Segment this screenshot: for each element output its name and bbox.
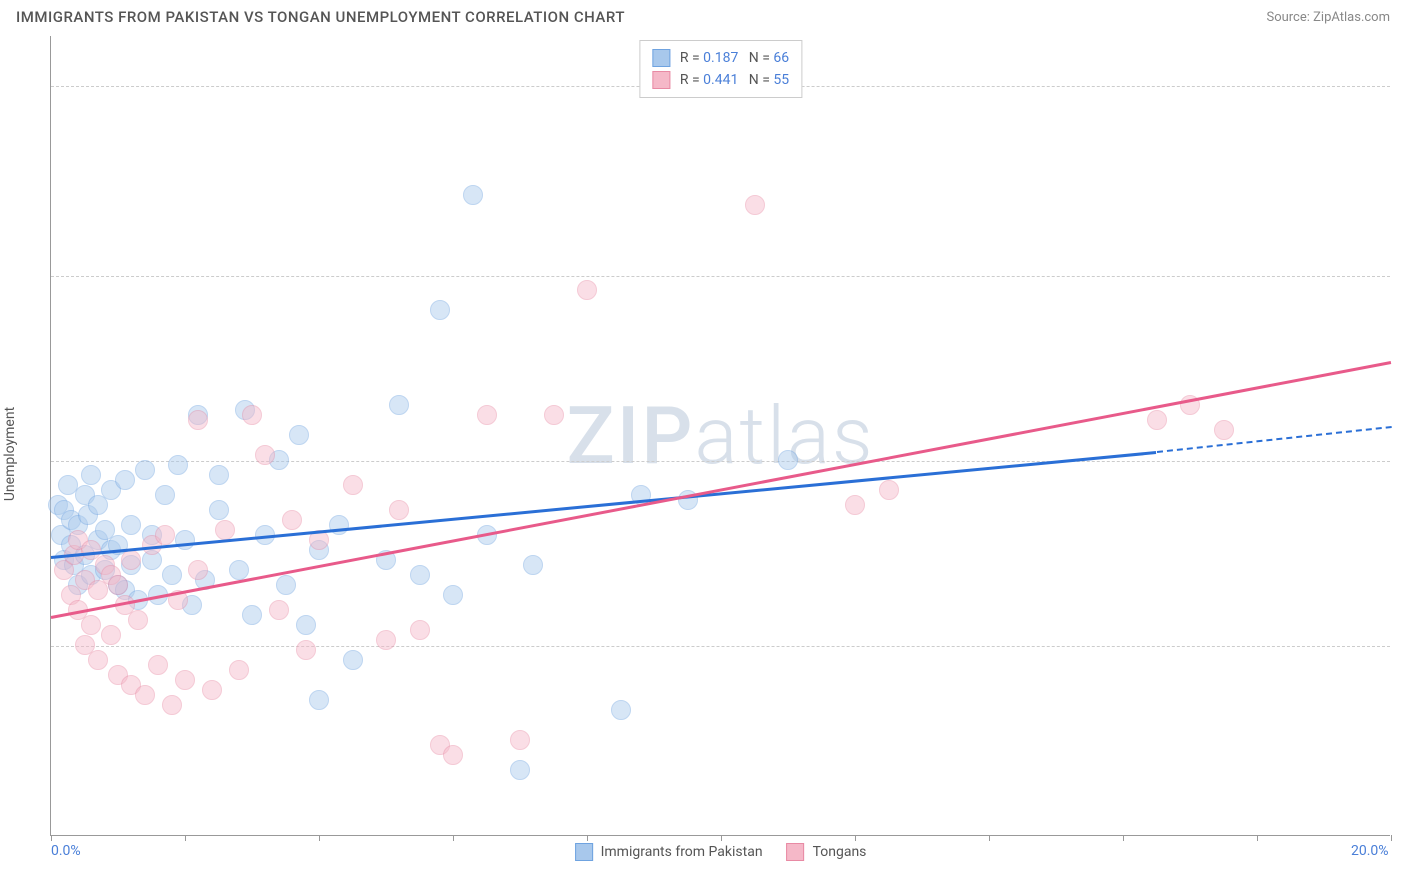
data-point	[81, 615, 101, 635]
x-tick	[185, 835, 186, 841]
legend-row: R = 0.187 N = 66	[652, 47, 789, 69]
data-point	[155, 525, 175, 545]
data-point	[577, 280, 597, 300]
data-point	[162, 695, 182, 715]
data-point	[443, 745, 463, 765]
gridline	[51, 276, 1390, 277]
data-point	[1147, 410, 1167, 430]
data-point	[276, 575, 296, 595]
chart-source: Source: ZipAtlas.com	[1266, 10, 1390, 25]
legend-item: Tongans	[787, 843, 867, 861]
x-tick-label: 0.0%	[51, 843, 81, 859]
x-tick	[1391, 835, 1392, 841]
legend-swatch	[652, 49, 670, 67]
data-point	[296, 640, 316, 660]
data-point	[389, 500, 409, 520]
data-point	[108, 575, 128, 595]
data-point	[510, 730, 530, 750]
data-point	[410, 620, 430, 640]
data-point	[410, 565, 430, 585]
data-point	[443, 585, 463, 605]
data-point	[202, 680, 222, 700]
x-tick	[587, 835, 588, 841]
trend-line	[51, 361, 1392, 619]
data-point	[845, 495, 865, 515]
data-point	[343, 650, 363, 670]
legend-label: Immigrants from Pakistan	[601, 844, 763, 860]
data-point	[135, 685, 155, 705]
scatter-chart: ZIPatlas 3.8%7.5%11.2%0.0%20.0%R = 0.187…	[50, 36, 1390, 836]
data-point	[389, 395, 409, 415]
data-point	[523, 555, 543, 575]
gridline	[51, 461, 1390, 462]
data-point	[135, 460, 155, 480]
data-point	[430, 300, 450, 320]
legend-swatch	[575, 843, 593, 861]
legend-text: R = 0.187 N = 66	[680, 50, 789, 66]
data-point	[188, 410, 208, 430]
data-point	[229, 560, 249, 580]
data-point	[477, 405, 497, 425]
x-tick	[989, 835, 990, 841]
data-point	[175, 530, 195, 550]
x-tick	[453, 835, 454, 841]
data-point	[879, 480, 899, 500]
legend-row: R = 0.441 N = 55	[652, 69, 789, 91]
legend-text: R = 0.441 N = 55	[680, 72, 789, 88]
data-point	[162, 565, 182, 585]
data-point	[289, 425, 309, 445]
data-point	[282, 510, 302, 530]
series-legend: Immigrants from Pakistan Tongans	[575, 843, 867, 861]
data-point	[101, 625, 121, 645]
legend-swatch	[787, 843, 805, 861]
data-point	[745, 195, 765, 215]
legend-label: Tongans	[813, 844, 867, 860]
chart-title: IMMIGRANTS FROM PAKISTAN VS TONGAN UNEMP…	[16, 8, 625, 26]
data-point	[296, 615, 316, 635]
x-tick	[1123, 835, 1124, 841]
data-point	[128, 610, 148, 630]
data-point	[242, 605, 262, 625]
data-point	[544, 405, 564, 425]
data-point	[1214, 420, 1234, 440]
x-tick	[721, 835, 722, 841]
data-point	[463, 185, 483, 205]
x-tick	[1257, 835, 1258, 841]
x-tick-label: 20.0%	[1351, 843, 1389, 859]
y-axis-label: Unemployment	[2, 407, 18, 501]
data-point	[88, 650, 108, 670]
trend-line	[1156, 426, 1391, 453]
data-point	[255, 445, 275, 465]
data-point	[376, 630, 396, 650]
data-point	[309, 690, 329, 710]
data-point	[215, 520, 235, 540]
x-tick	[51, 835, 52, 841]
data-point	[115, 470, 135, 490]
x-tick	[319, 835, 320, 841]
data-point	[229, 660, 249, 680]
data-point	[778, 450, 798, 470]
data-point	[168, 455, 188, 475]
data-point	[121, 550, 141, 570]
data-point	[209, 500, 229, 520]
data-point	[175, 670, 195, 690]
gridline	[51, 646, 1390, 647]
data-point	[155, 485, 175, 505]
data-point	[81, 465, 101, 485]
data-point	[148, 655, 168, 675]
data-point	[269, 600, 289, 620]
x-tick	[855, 835, 856, 841]
data-point	[121, 515, 141, 535]
data-point	[209, 465, 229, 485]
legend-swatch	[652, 71, 670, 89]
data-point	[188, 560, 208, 580]
data-point	[242, 405, 262, 425]
data-point	[611, 700, 631, 720]
chart-header: IMMIGRANTS FROM PAKISTAN VS TONGAN UNEMP…	[0, 0, 1406, 30]
data-point	[343, 475, 363, 495]
legend-item: Immigrants from Pakistan	[575, 843, 763, 861]
data-point	[510, 760, 530, 780]
correlation-legend: R = 0.187 N = 66 R = 0.441 N = 55	[639, 40, 802, 98]
